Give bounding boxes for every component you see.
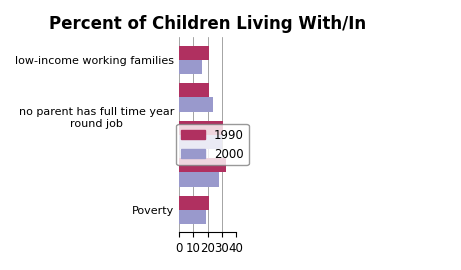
Legend: 1990, 2000: 1990, 2000	[176, 124, 248, 165]
Bar	[179, 97, 213, 112]
Bar	[179, 158, 226, 172]
Bar	[179, 83, 209, 97]
Title: Percent of Children Living With/In: Percent of Children Living With/In	[49, 15, 366, 33]
Bar	[179, 195, 209, 210]
Bar	[179, 135, 222, 149]
Bar	[179, 210, 206, 224]
Bar	[179, 121, 223, 135]
Bar	[179, 46, 209, 60]
Bar	[179, 60, 202, 74]
Bar	[179, 172, 219, 187]
